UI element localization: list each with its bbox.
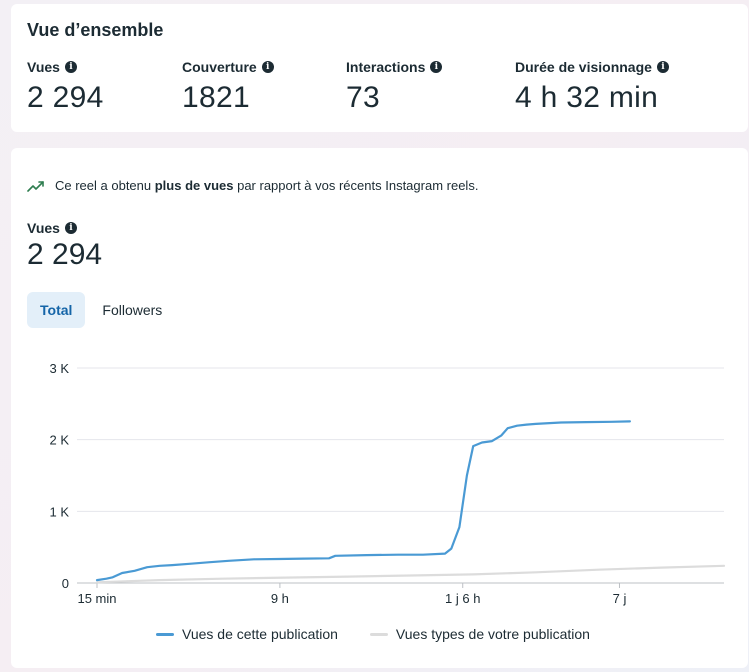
legend-item-typical[interactable]: Vues types de votre publication — [369, 626, 590, 642]
x-tick-label: 7 j — [613, 591, 627, 606]
trending-up-icon — [27, 180, 44, 192]
metric-label: Interactions — [346, 59, 426, 75]
tab-total[interactable]: Total — [27, 292, 86, 328]
legend-label: Vues types de votre publication — [395, 626, 590, 642]
metric-label: Couverture — [182, 59, 257, 75]
legend-label: Vues de cette publication — [182, 626, 338, 642]
metric-watch-time: Durée de visionnage i 4 h 32 min — [515, 59, 669, 115]
series-line-post — [95, 420, 632, 582]
metric-views: Vues i 2 294 — [27, 59, 104, 115]
info-icon[interactable]: i — [64, 222, 77, 234]
metric-reach: Couverture i 1821 — [182, 59, 274, 115]
tab-followers[interactable]: Followers — [102, 302, 163, 318]
metric-value: 2 294 — [27, 81, 104, 114]
overview-title: Vue d’ensemble — [27, 20, 164, 40]
y-tick-label: 2 K — [49, 433, 69, 448]
metric-label: Durée de visionnage — [515, 59, 652, 75]
metric-value: 73 — [346, 81, 380, 114]
overview-card: Vue d’ensemble Vues i 2 294 Couverture i… — [11, 4, 748, 132]
series-line-typical — [95, 564, 726, 584]
info-icon[interactable]: i — [64, 61, 77, 73]
info-icon[interactable]: i — [656, 61, 669, 73]
y-tick-label: 1 K — [49, 504, 69, 519]
views-value: 2 294 — [27, 238, 103, 271]
y-tick-label: 0 — [62, 576, 69, 591]
x-tick-label: 9 h — [271, 591, 289, 606]
chart-legend: Vues de cette publication Vues types de … — [156, 626, 590, 642]
metric-interactions: Interactions i 73 — [346, 59, 443, 115]
insight-text: Ce reel a obtenu plus de vues par rappor… — [55, 178, 479, 193]
legend-swatch-typical — [369, 632, 388, 636]
info-icon[interactable]: i — [261, 61, 274, 73]
legend-swatch-post — [156, 632, 174, 636]
metric-value: 1821 — [182, 81, 250, 114]
audience-tabs: Total Followers — [27, 292, 175, 328]
views-label: Vues — [27, 220, 60, 236]
views-label-row: Vues i — [27, 220, 77, 236]
info-icon[interactable]: i — [430, 61, 443, 73]
x-tick-label: 15 min — [77, 591, 116, 606]
x-tick-label: 1 j 6 h — [445, 591, 480, 606]
y-tick-label: 3 K — [49, 361, 69, 376]
views-line-chart: 0 1 K 2 K 3 K 15 min 9 h 1 j 6 h 7 j — [49, 361, 726, 606]
metric-label: Vues — [27, 59, 60, 75]
metric-value: 4 h 32 min — [515, 81, 659, 114]
insight-banner: Ce reel a obtenu plus de vues par rappor… — [27, 178, 478, 193]
views-detail-card: Ce reel a obtenu plus de vues par rappor… — [11, 148, 748, 668]
legend-item-post[interactable]: Vues de cette publication — [156, 626, 338, 642]
